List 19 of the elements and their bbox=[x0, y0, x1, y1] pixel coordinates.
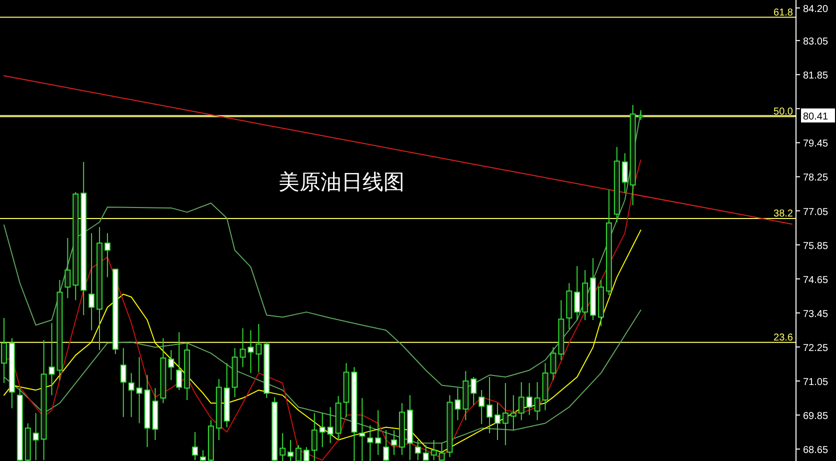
y-tick-label: 79.45 bbox=[803, 138, 828, 150]
y-tick-label: 73.45 bbox=[803, 308, 828, 320]
y-tick-label: 69.85 bbox=[803, 411, 828, 422]
text: 美原油日线图 bbox=[278, 170, 405, 194]
y-tick-label: 84.20 bbox=[803, 4, 828, 15]
y-tick-label: 72.25 bbox=[803, 342, 828, 354]
annotation: 61.8 bbox=[774, 7, 794, 18]
y-tick-label: 81.85 bbox=[803, 70, 828, 82]
y-tick-label: 80.41 bbox=[803, 111, 828, 122]
y-tick-label: 74.65 bbox=[803, 274, 828, 286]
y-tick-label: 77.05 bbox=[803, 206, 828, 218]
annotation: 38.2 bbox=[774, 208, 794, 220]
y-tick-label: 83.05 bbox=[803, 36, 828, 48]
y-tick-label: 78.25 bbox=[803, 172, 828, 184]
y-tick-label: 71.05 bbox=[803, 377, 828, 388]
y-tick-label: 75.85 bbox=[803, 240, 828, 252]
y-tick-label: 68.65 bbox=[803, 445, 828, 456]
annotation: 23.6 bbox=[774, 332, 794, 344]
annotation: 50.0 bbox=[774, 106, 794, 118]
